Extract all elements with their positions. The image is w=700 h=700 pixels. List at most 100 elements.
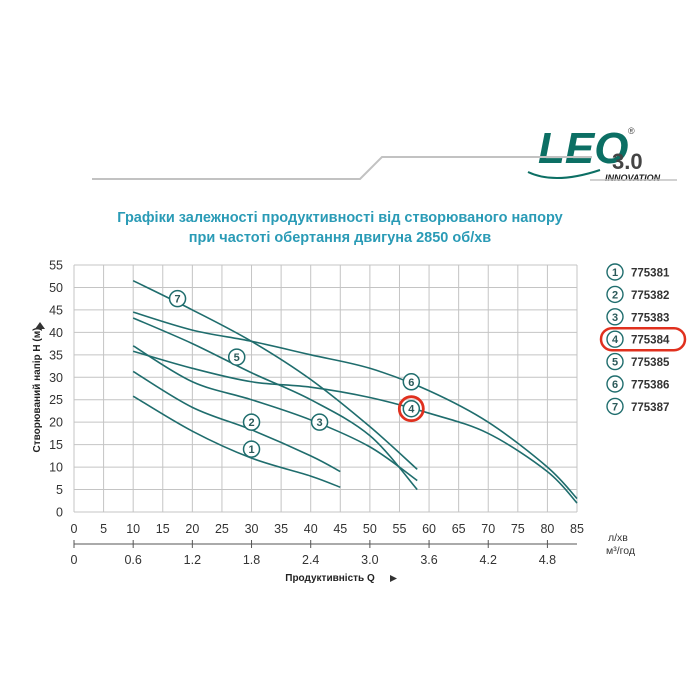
logo-main: LEO [538, 124, 628, 173]
legend-marker-6 [606, 375, 624, 393]
header-rule [92, 156, 592, 180]
x-tick-label-7: 35 [274, 522, 288, 536]
series-line-3 [132, 345, 418, 482]
x-tick-label-2: 10 [126, 522, 140, 536]
registered-mark: ® [628, 126, 635, 136]
curve-markers: 1 2 3 4 5 6 7 [168, 289, 425, 458]
legend: 1 775381 2 775382 3 775383 4 775384 5 775385 6 7753… [599, 263, 687, 416]
y-tick-label-8: 40 [49, 326, 63, 340]
legend-label-2: 775382 [631, 290, 669, 302]
legend-marker-5 [606, 352, 624, 371]
x-tick-label-8: 40 [304, 522, 318, 536]
series-marker-circle-6 [402, 373, 421, 391]
x2-tick-label-4: 2.4 [302, 553, 319, 567]
legend-marker-3 [606, 308, 624, 326]
brand-logo: LEO 3.0 ® INNOVATION [527, 124, 661, 183]
legend-marker-label-7: 7 [612, 401, 618, 413]
series-marker-label-5: 5 [234, 352, 240, 364]
x2-tick-label-5: 3.0 [361, 553, 378, 567]
series-line-7 [132, 280, 418, 470]
logo-version: 3.0 [612, 149, 643, 174]
x-tick-label-13: 65 [452, 522, 466, 536]
series-marker-label-3: 3 [317, 417, 323, 429]
series-marker-label-6: 6 [408, 377, 414, 389]
series-marker-label-4: 4 [408, 404, 415, 416]
x2-tick-label-0: 0 [71, 553, 78, 567]
legend-marker-label-5: 5 [612, 357, 618, 369]
x2-tick-label-3: 1.8 [243, 553, 260, 567]
series-marker-circle-5 [227, 348, 246, 366]
legend-label-7: 775387 [631, 402, 669, 414]
x-tick-label-0: 0 [71, 522, 78, 536]
x-tick-label-1: 5 [100, 522, 107, 536]
series-marker-label-1: 1 [248, 444, 254, 456]
chart-title-line1: Графіки залежності продуктивності від ст… [117, 210, 562, 226]
legend-label-1: 775381 [631, 268, 670, 280]
x-axis-title: Продуктивність Q [285, 573, 375, 584]
legend-marker-4 [606, 330, 624, 348]
x-tick-label-9: 45 [333, 522, 347, 536]
legend-marker-1 [606, 263, 624, 281]
y-tick-label-6: 30 [49, 371, 63, 385]
y-tick-label-4: 20 [49, 416, 63, 430]
x-tick-label-6: 30 [245, 522, 259, 536]
x2-tick-label-6: 3.6 [420, 553, 437, 567]
x-tick-label-5: 25 [215, 522, 229, 536]
series-marker-circle-1 [242, 440, 261, 458]
x-tick-label-3: 15 [156, 522, 170, 536]
y-tick-label-2: 10 [49, 461, 63, 475]
x-tick-label-15: 75 [511, 522, 525, 536]
x-unit-secondary: м³/год [606, 545, 635, 557]
x-tick-label-17: 85 [570, 522, 584, 536]
series-line-1 [132, 395, 341, 489]
x-tick-label-11: 55 [393, 522, 407, 536]
y-tick-label-11: 55 [49, 259, 63, 273]
y-axis-title: Створюваний напір H (м) [32, 328, 43, 453]
x2-tick-label-7: 4.2 [480, 553, 497, 567]
series-marker-circle-3 [310, 413, 329, 431]
legend-label-6: 775386 [631, 380, 669, 392]
y-axis-arrow [35, 322, 45, 329]
series-marker-circle-4 [402, 399, 421, 418]
series-line-5 [132, 317, 418, 491]
logo-swoosh [527, 169, 601, 180]
legend-marker-label-6: 6 [612, 379, 618, 391]
legend-label-4: 775384 [631, 335, 670, 347]
x2-tick-label-8: 4.8 [539, 553, 556, 567]
y-tick-label-5: 25 [49, 393, 63, 407]
y-tick-label-10: 50 [49, 281, 63, 295]
series-marker-circle-7 [168, 289, 187, 308]
x2-tick-label-1: 0.6 [124, 553, 141, 567]
legend-marker-7 [606, 397, 624, 416]
legend-marker-label-1: 1 [612, 267, 618, 279]
y-tick-label-1: 5 [56, 483, 63, 497]
grid [73, 264, 578, 513]
x2-tick-label-2: 1.2 [184, 553, 201, 567]
series-marker-circle-2 [242, 413, 261, 431]
curves [132, 280, 578, 504]
y-tick-label-7: 35 [49, 348, 63, 362]
x-tick-label-14: 70 [481, 522, 495, 536]
series-marker-label-7: 7 [174, 294, 180, 306]
x-unit-primary: л/хв [608, 532, 628, 544]
legend-label-5: 775385 [631, 357, 670, 369]
legend-highlight-4 [599, 326, 687, 352]
x-tick-label-16: 80 [540, 522, 554, 536]
y-tick-label-3: 15 [49, 438, 63, 452]
legend-marker-label-4: 4 [612, 334, 619, 346]
x-tick-label-4: 20 [185, 522, 199, 536]
series-line-4 [132, 350, 578, 504]
legend-label-3: 775383 [631, 312, 669, 324]
x-tick-label-10: 50 [363, 522, 377, 536]
logo-tagline: INNOVATION [605, 173, 661, 183]
series-line-6 [132, 311, 578, 500]
y-tick-label-9: 45 [49, 303, 63, 317]
x-tick-label-12: 60 [422, 522, 436, 536]
highlight-ring-marker-4 [397, 395, 425, 423]
x-axis-arrow [390, 575, 397, 582]
y-tick-label-0: 0 [56, 506, 63, 520]
chart-title-line2: при частоті обертання двигуна 2850 об/хв [189, 230, 492, 246]
legend-marker-label-3: 3 [612, 312, 618, 324]
